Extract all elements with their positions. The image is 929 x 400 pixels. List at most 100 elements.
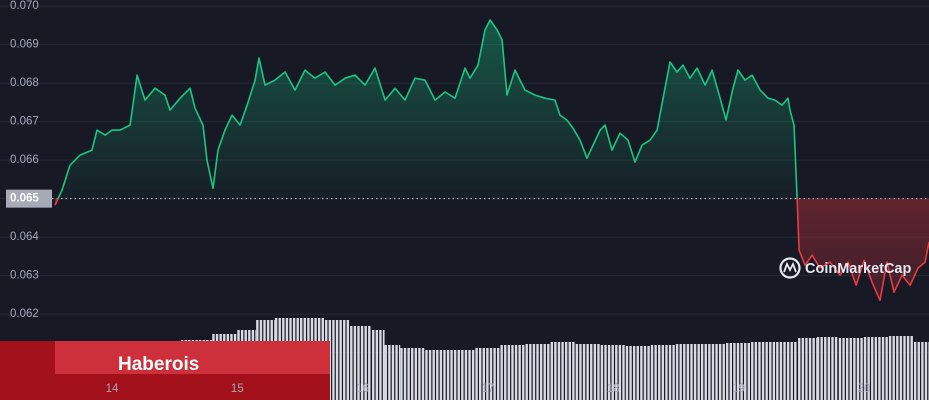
volume-bar <box>661 345 665 400</box>
volume-bar <box>398 345 401 400</box>
y-tick-label: 0.069 <box>10 39 39 51</box>
volume-bar <box>892 336 895 400</box>
volume-bar <box>801 338 805 400</box>
volume-bar <box>597 344 600 400</box>
price-area <box>55 20 929 301</box>
volume-bar <box>860 338 863 400</box>
volume-bar <box>783 342 786 400</box>
volume-bar <box>421 348 425 400</box>
volume-bar <box>360 326 364 400</box>
volume-bar <box>816 337 820 400</box>
volume-bar <box>525 344 528 400</box>
volume-bar <box>733 343 736 400</box>
y-tick-label: 0.070 <box>10 0 39 12</box>
volume-bar <box>339 320 342 400</box>
volume-bar <box>453 350 457 400</box>
volume-bar <box>582 344 586 400</box>
volume-bar <box>820 337 823 400</box>
volume-bar <box>486 348 489 400</box>
volume-bar <box>561 342 564 400</box>
volume-bar <box>625 346 629 400</box>
volume-bar <box>590 344 593 400</box>
x-tick-label: 16 <box>356 383 369 395</box>
volume-bar <box>686 344 690 400</box>
volume-bar <box>640 346 643 400</box>
volume-bar <box>446 350 450 400</box>
volume-bar <box>350 326 353 400</box>
volume-bar <box>497 348 500 400</box>
volume-bar <box>824 337 827 400</box>
volume-bar <box>411 348 414 400</box>
volume-bar <box>564 342 568 400</box>
volume-bar <box>332 320 335 400</box>
volume-bar <box>335 320 339 400</box>
x-tick-label: 19 <box>732 383 745 395</box>
volume-bar <box>827 337 831 400</box>
y-tick-label: 0.063 <box>10 270 39 282</box>
x-axis: 14 15 16 17 18 19 20 <box>106 383 871 395</box>
y-tick-label: 0.068 <box>10 77 39 89</box>
volume-bar <box>675 344 679 400</box>
x-tick-label: 20 <box>857 383 870 395</box>
volume-bar <box>368 326 371 400</box>
volume-bar <box>654 345 657 400</box>
volume-bar <box>704 344 707 400</box>
volume-bar <box>726 343 729 400</box>
volume-bar <box>849 338 852 400</box>
volume-bar <box>471 350 475 400</box>
baseline-label-box <box>6 189 52 208</box>
volume-bar <box>867 337 870 400</box>
volume-bar <box>568 342 571 400</box>
volume-bar <box>432 350 435 400</box>
volume-bar <box>575 344 579 400</box>
watermark-logo-mark <box>783 261 797 273</box>
volume-bar <box>834 337 838 400</box>
volume-bar <box>357 326 360 400</box>
volume-bar <box>853 338 856 400</box>
y-tick-label: 0.065 <box>10 193 39 205</box>
volume-bar <box>672 345 675 400</box>
volume-bar <box>346 320 350 400</box>
volume-bar <box>536 344 539 400</box>
y-tick-label: 0.067 <box>10 116 39 128</box>
volume-bar <box>761 342 765 400</box>
volume-bar <box>632 346 636 400</box>
volume-bar <box>622 345 625 400</box>
volume-bar <box>618 345 622 400</box>
volume-bar <box>805 338 808 400</box>
volume-bar <box>388 345 391 400</box>
volume-bar <box>888 336 892 400</box>
volume-bar <box>479 348 482 400</box>
volume-bar <box>468 350 471 400</box>
volume-bar <box>831 337 834 400</box>
volume-bar <box>539 344 543 400</box>
volume-bar <box>690 344 693 400</box>
volume-bar <box>903 336 906 400</box>
volume-bar <box>794 342 797 400</box>
volume-bar <box>636 346 639 400</box>
volume-bar <box>450 350 453 400</box>
volume-bar <box>414 348 418 400</box>
volume-bar <box>375 330 379 400</box>
volume-bar <box>808 338 812 400</box>
volume-bar <box>871 337 874 400</box>
volume-bar <box>489 348 493 400</box>
volume-bar <box>878 337 881 400</box>
volume-bar <box>464 350 468 400</box>
volume-bar <box>842 338 845 400</box>
x-tick-label: 14 <box>106 383 119 395</box>
volume-bar <box>693 344 697 400</box>
volume-bar <box>776 342 779 400</box>
volume-bar <box>765 342 768 400</box>
volume-bar <box>906 336 910 400</box>
volume-bar <box>910 336 913 400</box>
volume-bar <box>679 344 682 400</box>
volume-bar <box>547 344 550 400</box>
volume-bar <box>461 350 464 400</box>
banner-text: Haberois <box>118 354 199 375</box>
volume-bar <box>384 345 387 400</box>
volume-bar <box>729 343 733 400</box>
